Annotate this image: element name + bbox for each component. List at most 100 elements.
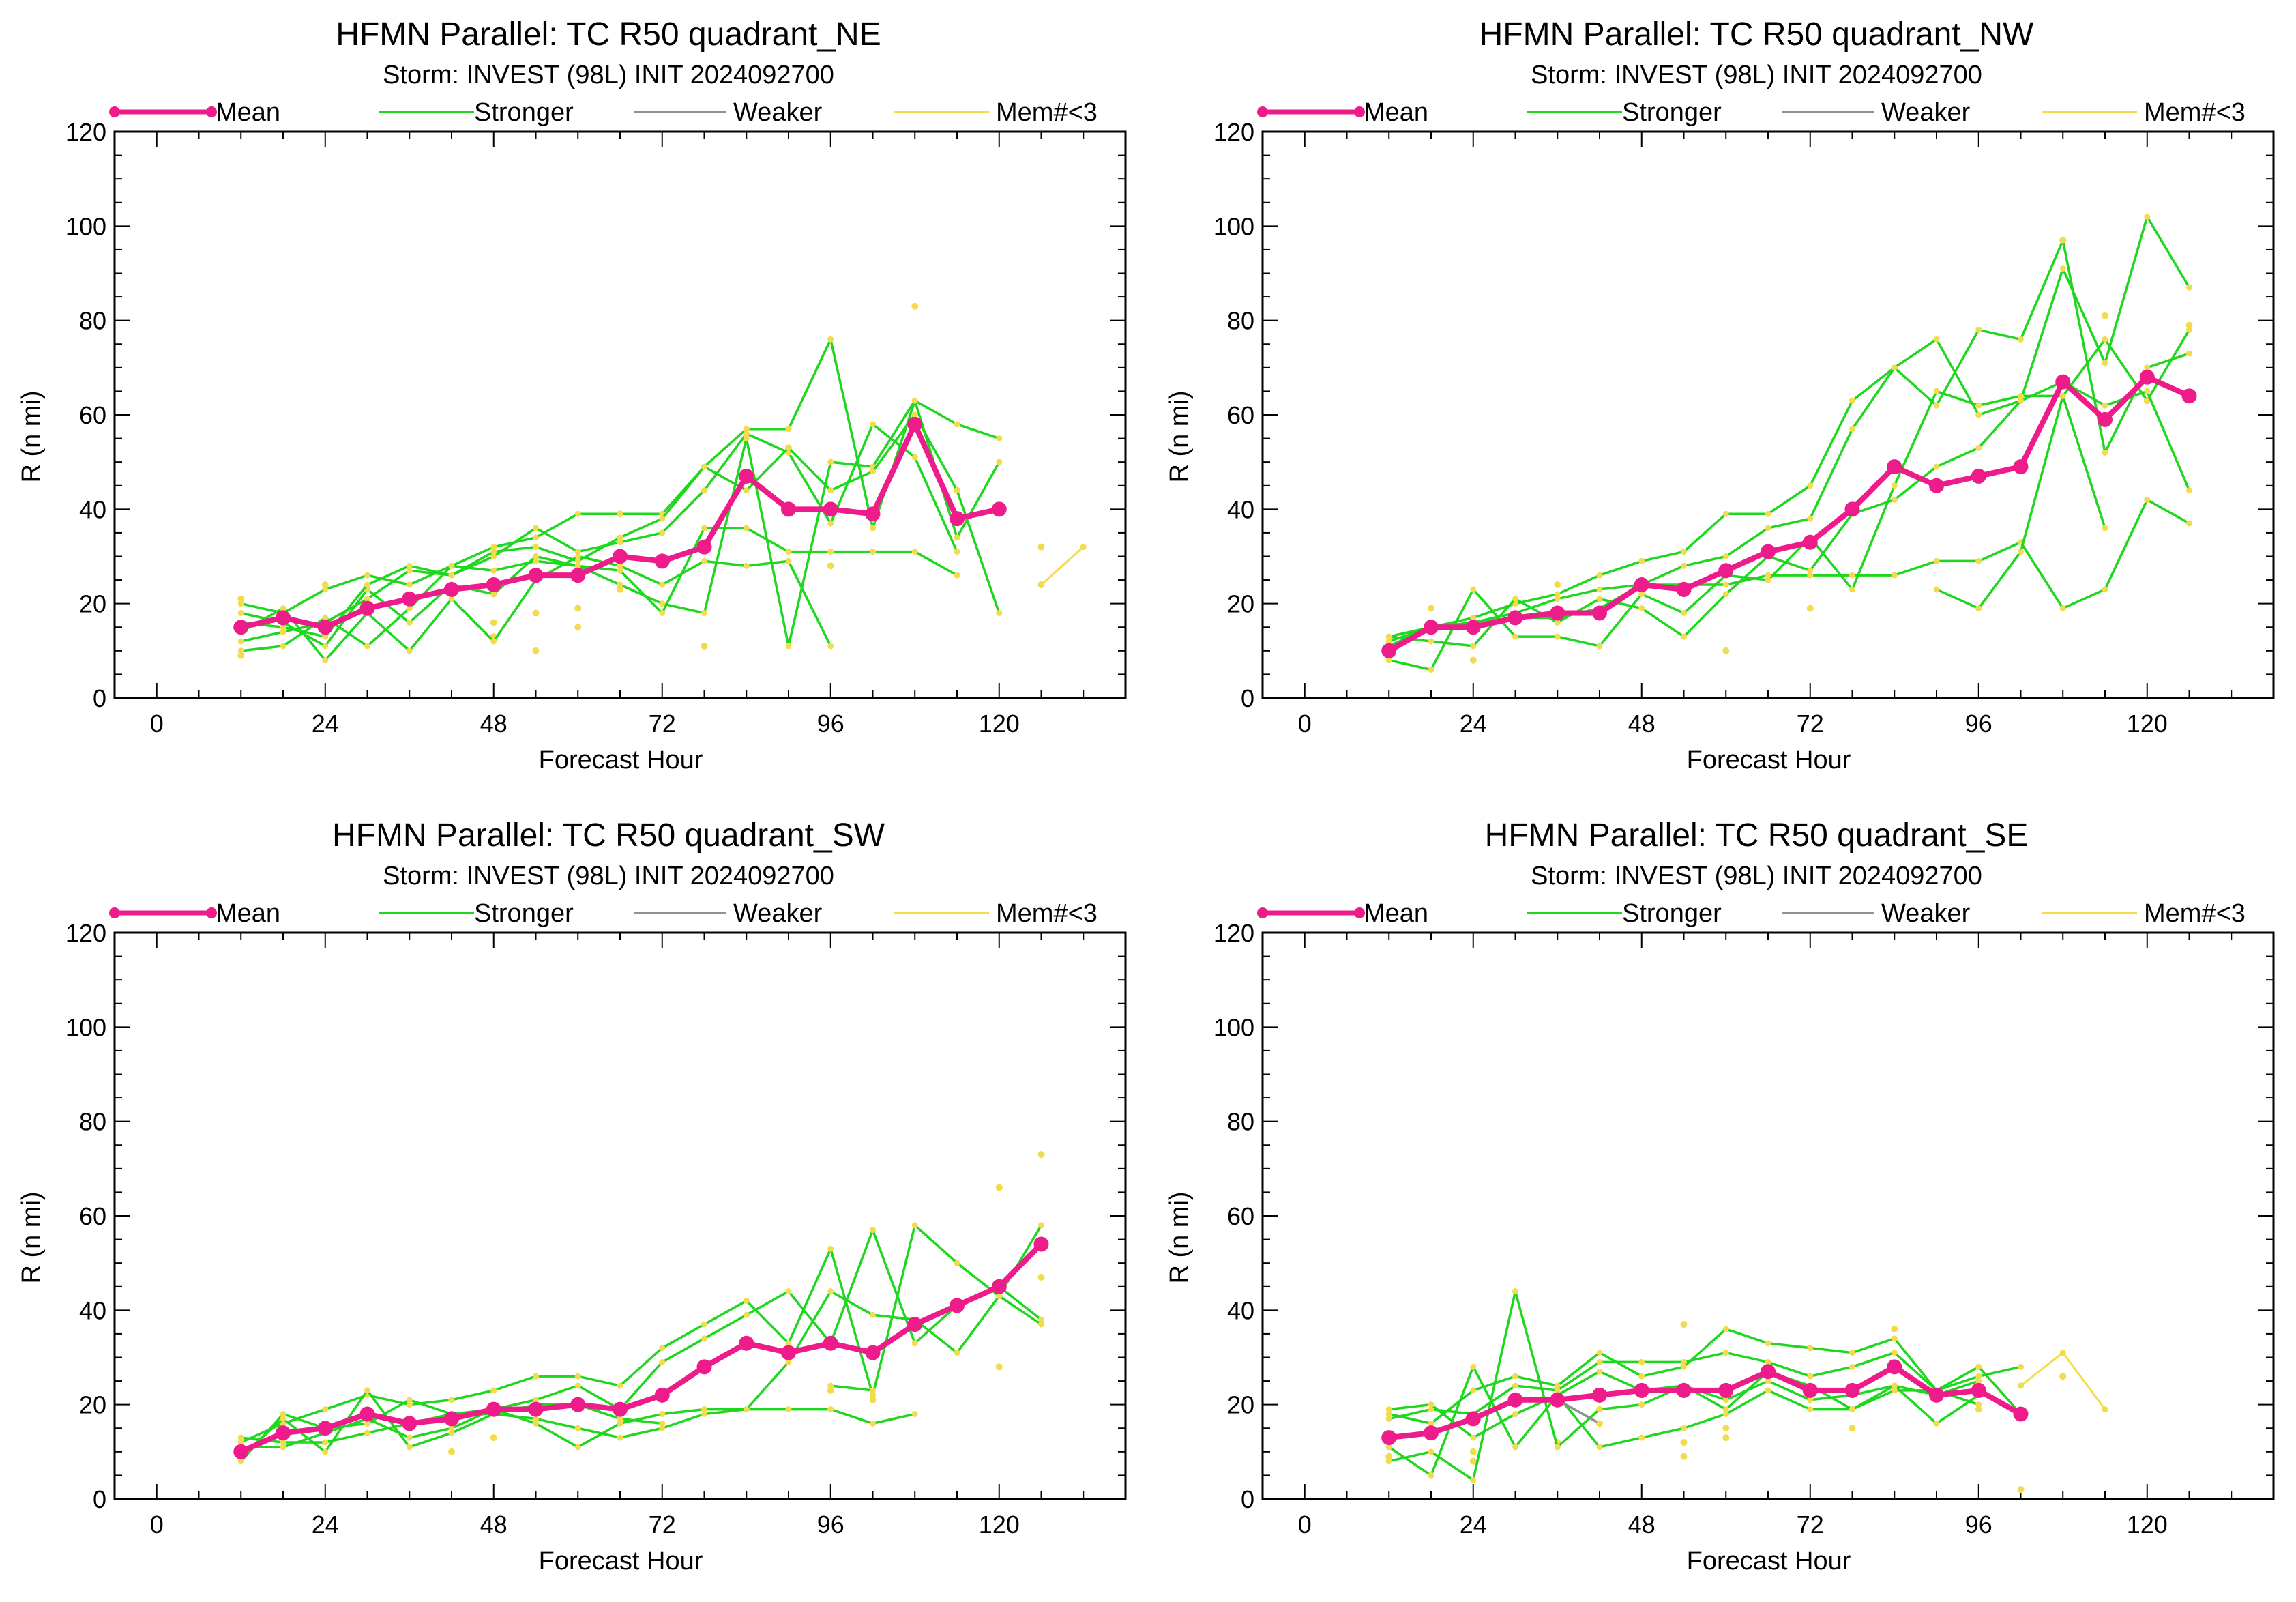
series-stronger-point <box>280 1420 286 1427</box>
y-tick-label: 0 <box>93 1485 106 1513</box>
series-stronger-point <box>364 581 370 588</box>
legend-few-members-label: Mem#<3 <box>2144 98 2246 127</box>
series-stronger-point <box>280 1415 286 1422</box>
series-stronger-point <box>701 487 707 494</box>
series-stronger-point <box>743 426 750 433</box>
series-mean-point <box>233 620 249 635</box>
series-stronger-point <box>1722 553 1729 559</box>
series-stronger-point <box>1470 1476 1477 1483</box>
series-stronger-point <box>1891 497 1898 503</box>
series-stronger-point <box>743 435 750 442</box>
series-mean-point <box>1929 478 1944 493</box>
series-stronger-point <box>490 544 497 551</box>
series-stronger-point <box>406 562 413 569</box>
series-stronger-point <box>1807 567 1814 574</box>
series-stronger-point <box>448 572 455 579</box>
member-point <box>237 595 245 602</box>
series-stronger-point <box>1722 1411 1729 1417</box>
series-stronger-point <box>1765 572 1771 579</box>
series-stronger-point <box>1975 605 1982 612</box>
member-point <box>1722 1434 1730 1442</box>
series-mean-point <box>1465 1411 1481 1427</box>
series-stronger-point <box>2144 364 2151 371</box>
series-stronger-point <box>911 1222 918 1229</box>
series-few-members-point <box>2059 1350 2066 1356</box>
series-mean-point <box>950 511 965 527</box>
series-stronger-point <box>1554 1444 1561 1451</box>
series-stronger-point <box>617 581 623 588</box>
series-stronger-point <box>1428 1472 1434 1479</box>
x-tick-label: 48 <box>1628 710 1655 738</box>
y-tick-label: 60 <box>1227 401 1254 429</box>
series-stronger-point <box>1891 364 1898 371</box>
series-mean-point <box>1802 1382 1818 1398</box>
series-stronger-point <box>827 549 834 555</box>
series-stronger-point <box>2186 520 2192 527</box>
series-stronger-point <box>448 596 455 602</box>
series-stronger-point <box>1765 1378 1771 1384</box>
x-tick-label: 48 <box>1628 1511 1655 1539</box>
series-mean-point <box>486 577 501 592</box>
series-stronger-point <box>448 1429 455 1436</box>
series-stronger-point <box>1596 1406 1603 1413</box>
series-stronger-point <box>237 647 244 654</box>
y-axis-label: R (n mi) <box>17 390 46 482</box>
series-stronger-point <box>1849 572 1855 579</box>
legend: Mean Stronger Weaker Mem#<3 <box>1257 899 2246 928</box>
series-stronger-point <box>1596 1350 1603 1356</box>
series-stronger-point <box>617 1415 623 1422</box>
series-stronger-point <box>870 421 876 428</box>
series-stronger-point <box>1638 1373 1645 1380</box>
series-stronger-point <box>1470 643 1477 650</box>
member-point <box>2059 1373 2067 1380</box>
series-stronger-point <box>1554 596 1561 602</box>
series-stronger-point <box>617 562 623 569</box>
series-stronger-point <box>1038 1316 1044 1323</box>
series-mean-point <box>1761 1364 1776 1380</box>
series-mean-point <box>907 1317 923 1332</box>
series-stronger-point <box>1933 336 1940 343</box>
legend-mean-marker <box>1257 106 1268 117</box>
series-stronger-point <box>2144 397 2151 404</box>
series-mean-point <box>570 568 586 583</box>
series-stronger-point <box>954 487 960 494</box>
series-stronger-point <box>785 444 792 451</box>
series-stronger-point <box>870 468 876 475</box>
legend-few-members-label: Mem#<3 <box>996 98 1098 127</box>
series-stronger-point <box>1596 1368 1603 1375</box>
series-stronger-point <box>533 544 539 551</box>
axes: 0 20 40 60 80 100 120 0 24 48 72 96 120 <box>65 118 1127 738</box>
series-mean-point <box>654 1387 670 1403</box>
series-stronger-point <box>280 628 286 635</box>
member-point <box>827 1386 834 1394</box>
series-stronger-point <box>1933 402 1940 409</box>
series-stronger-point <box>1681 549 1687 555</box>
series-stronger-point <box>1722 1406 1729 1413</box>
series-stronger-point <box>533 525 539 531</box>
series-stronger-point <box>1891 482 1898 489</box>
series-stronger-point <box>1765 510 1771 517</box>
series-stronger-point <box>1807 1345 1814 1352</box>
member-point <box>1849 1425 1856 1432</box>
series-stronger-point <box>1807 482 1814 489</box>
series-stronger-point <box>1638 591 1645 598</box>
y-tick-label: 100 <box>1213 1013 1254 1041</box>
series-stronger-point <box>996 1293 1003 1300</box>
series-stronger-point <box>322 633 329 640</box>
y-tick-label: 0 <box>1241 684 1254 712</box>
series-stronger-point <box>1722 1350 1729 1356</box>
series-stronger-point <box>827 487 834 494</box>
series-stronger-point <box>1554 591 1561 598</box>
series-few-members-line <box>1040 546 1085 586</box>
x-tick-label: 24 <box>312 1511 339 1539</box>
x-axis-label: Forecast Hour <box>1687 746 1851 774</box>
series-mean-point <box>991 501 1007 517</box>
y-tick-label: 20 <box>1227 590 1254 618</box>
series-stronger-point <box>701 1411 707 1417</box>
y-tick-label: 60 <box>79 1202 106 1230</box>
series-mean-point <box>1802 534 1818 550</box>
series-stronger-point <box>1596 586 1603 593</box>
series-stronger-point <box>1975 1378 1982 1384</box>
member-point <box>1554 581 1561 588</box>
legend-weaker-label: Weaker <box>733 899 823 928</box>
